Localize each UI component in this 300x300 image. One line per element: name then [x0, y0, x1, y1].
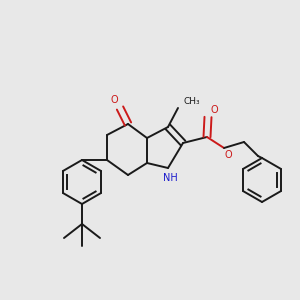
Text: O: O: [110, 95, 118, 105]
Text: O: O: [224, 150, 232, 160]
Text: NH: NH: [163, 173, 177, 183]
Text: O: O: [210, 105, 218, 115]
Text: CH₃: CH₃: [184, 98, 201, 106]
